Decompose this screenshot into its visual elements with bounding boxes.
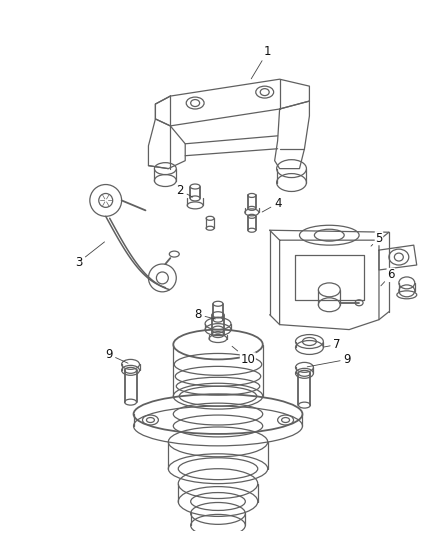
Text: 9: 9 (307, 353, 351, 367)
Text: 9: 9 (105, 348, 128, 363)
Text: 1: 1 (251, 45, 272, 79)
Text: 3: 3 (75, 242, 105, 269)
Text: 6: 6 (381, 269, 395, 286)
Text: 2: 2 (177, 184, 193, 197)
Text: 5: 5 (371, 232, 383, 246)
Text: 10: 10 (232, 346, 255, 366)
Text: 7: 7 (324, 338, 341, 351)
Text: 8: 8 (194, 308, 215, 321)
Text: 4: 4 (262, 197, 281, 212)
